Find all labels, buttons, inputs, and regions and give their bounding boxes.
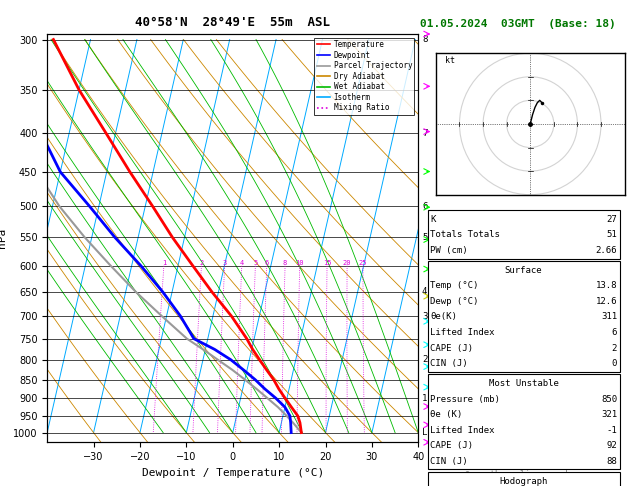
Text: 8: 8 [283,260,287,266]
Text: Lifted Index: Lifted Index [430,426,495,434]
Text: CAPE (J): CAPE (J) [430,344,473,352]
Y-axis label: km
ASL: km ASL [429,227,447,249]
Text: 311: 311 [601,312,617,321]
Text: 2: 2 [199,260,204,266]
Text: 7: 7 [422,129,427,138]
Text: 1: 1 [422,394,427,403]
Text: -1: -1 [606,426,617,434]
Text: 20: 20 [343,260,352,266]
Text: 01.05.2024  03GMT  (Base: 18): 01.05.2024 03GMT (Base: 18) [420,19,616,29]
Text: Pressure (mb): Pressure (mb) [430,395,500,403]
Text: 1: 1 [162,260,166,266]
Text: kt: kt [445,55,455,65]
Text: 6: 6 [611,328,617,337]
Text: 12.6: 12.6 [596,297,617,306]
Text: 6: 6 [265,260,269,266]
Text: 5: 5 [253,260,257,266]
Text: 25: 25 [359,260,367,266]
Text: K: K [430,215,436,224]
Text: 8: 8 [422,35,427,44]
Text: 88: 88 [606,457,617,466]
Text: 321: 321 [601,410,617,419]
Text: 0: 0 [611,359,617,368]
Text: Most Unstable: Most Unstable [489,379,559,388]
Text: 3: 3 [422,312,427,321]
Text: 15: 15 [323,260,331,266]
Text: 6: 6 [422,202,427,211]
Text: © weatheronline.co.uk: © weatheronline.co.uk [465,469,570,479]
Text: 850: 850 [601,395,617,403]
Text: 2: 2 [422,355,427,364]
Text: 2: 2 [611,344,617,352]
X-axis label: Dewpoint / Temperature (°C): Dewpoint / Temperature (°C) [142,468,324,478]
Text: 5: 5 [422,233,427,242]
Legend: Temperature, Dewpoint, Parcel Trajectory, Dry Adiabat, Wet Adiabat, Isotherm, Mi: Temperature, Dewpoint, Parcel Trajectory… [314,38,415,115]
Text: Totals Totals: Totals Totals [430,230,500,239]
Text: 2.66: 2.66 [596,246,617,255]
Text: 27: 27 [606,215,617,224]
Text: 40°58'N  28°49'E  55m  ASL: 40°58'N 28°49'E 55m ASL [135,16,330,29]
Text: PW (cm): PW (cm) [430,246,468,255]
Text: Surface: Surface [505,266,542,275]
Text: CAPE (J): CAPE (J) [430,441,473,450]
Text: θe (K): θe (K) [430,410,462,419]
Text: 4: 4 [422,287,427,296]
Text: 92: 92 [606,441,617,450]
Text: Temp (°C): Temp (°C) [430,281,479,290]
Text: Lifted Index: Lifted Index [430,328,495,337]
Text: θe(K): θe(K) [430,312,457,321]
Text: Dewp (°C): Dewp (°C) [430,297,479,306]
Text: 3: 3 [223,260,227,266]
Text: 10: 10 [296,260,304,266]
Text: 4: 4 [240,260,244,266]
Text: LCL: LCL [422,428,438,437]
Text: 51: 51 [606,230,617,239]
Text: CIN (J): CIN (J) [430,457,468,466]
Text: CIN (J): CIN (J) [430,359,468,368]
Text: 13.8: 13.8 [596,281,617,290]
Text: Hodograph: Hodograph [499,477,548,486]
Y-axis label: hPa: hPa [0,228,8,248]
